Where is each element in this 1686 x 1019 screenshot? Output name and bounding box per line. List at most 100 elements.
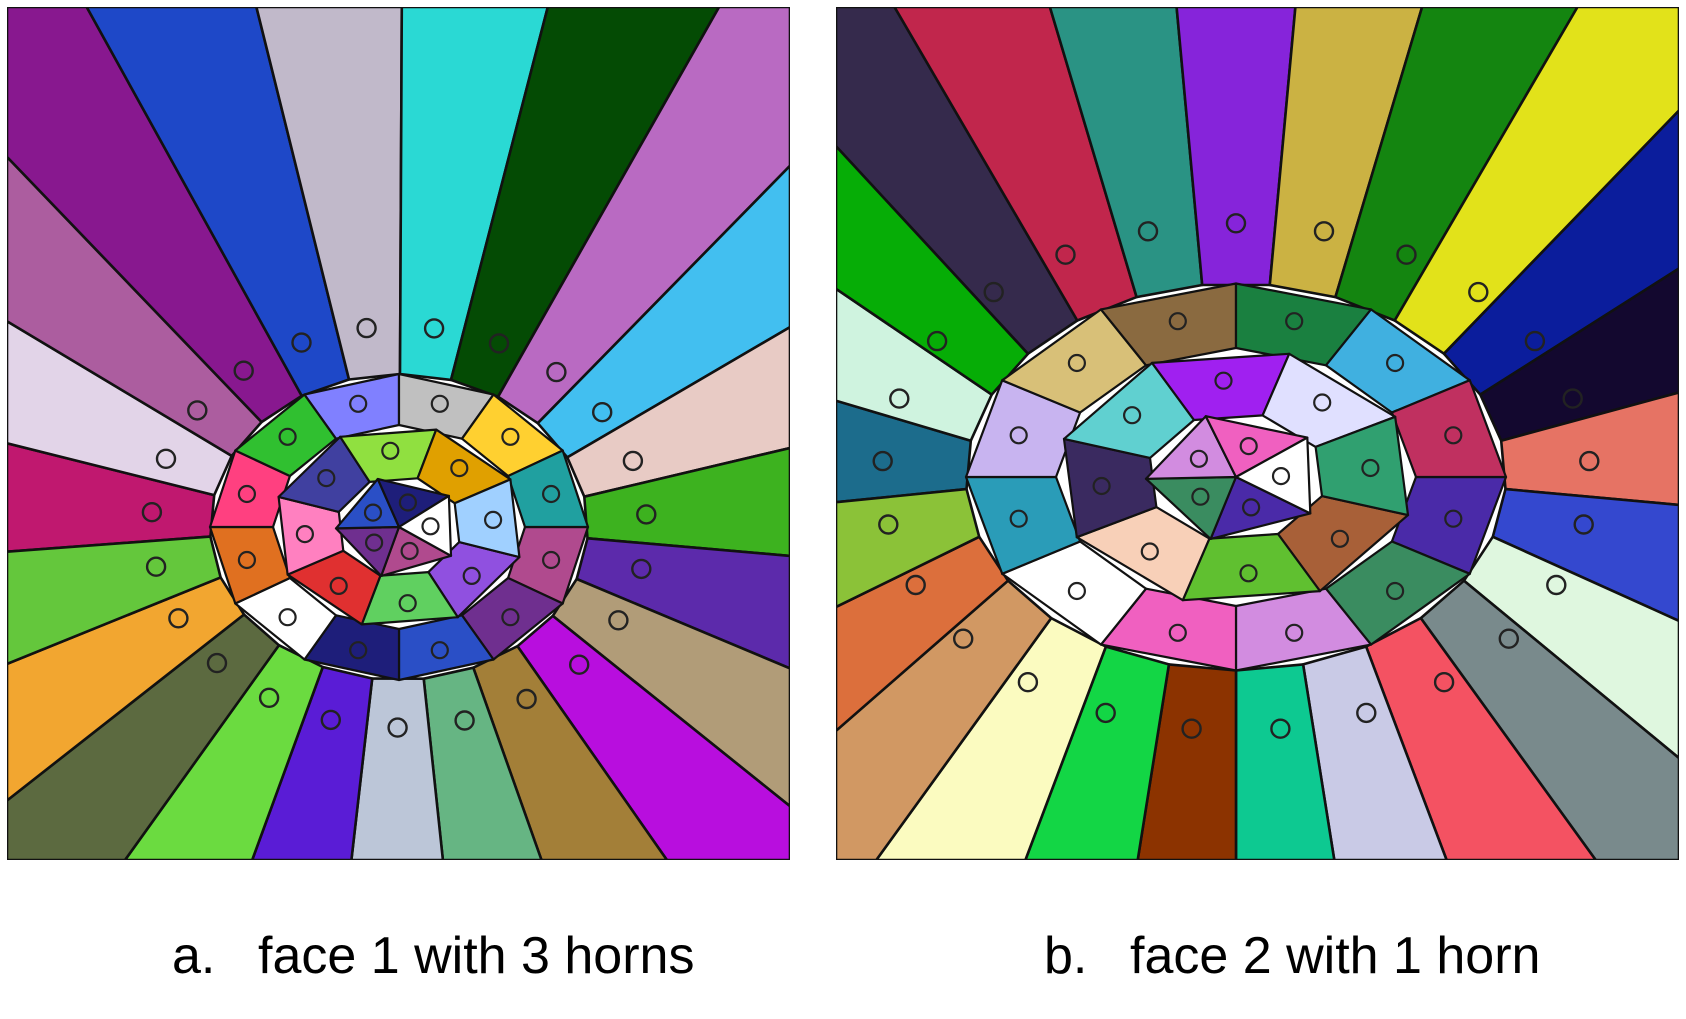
site-marker-b <box>1444 509 1463 528</box>
site-marker-b <box>1271 467 1291 486</box>
site-marker-b <box>1579 450 1600 472</box>
voronoi-ray-region-b <box>893 7 1138 322</box>
site-marker-b <box>1092 476 1111 496</box>
voronoi-ray-region-a <box>85 7 351 398</box>
site-marker-b <box>1123 406 1142 425</box>
site-marker-a <box>398 493 417 512</box>
site-marker-b <box>1189 449 1208 468</box>
caption-b: b. face 2 with 1 horn <box>1044 930 1540 982</box>
site-marker-b <box>1140 542 1159 561</box>
site-marker-b <box>1239 437 1258 456</box>
site-marker-a <box>349 394 368 413</box>
site-marker-b <box>878 514 899 535</box>
voronoi-ray-region-b <box>836 535 1010 733</box>
site-marker-b <box>1168 623 1187 642</box>
panel-b-voronoi <box>836 7 1679 860</box>
site-marker-a <box>592 402 613 423</box>
voronoi-ray-region-b <box>1393 7 1679 356</box>
site-marker-a <box>237 550 256 570</box>
voronoi-ray-region-a <box>565 325 790 499</box>
site-marker-b <box>1313 393 1332 412</box>
voronoi-ray-region-b <box>1419 579 1679 860</box>
site-marker-b <box>1137 221 1159 242</box>
site-marker-b <box>1546 574 1567 596</box>
voronoi-ray-region-b <box>836 487 981 609</box>
outer-regions-b <box>836 7 1679 860</box>
site-marker-a <box>400 541 419 561</box>
site-marker-a <box>484 510 503 530</box>
voronoi-ray-region-a <box>123 643 325 860</box>
site-marker-b <box>1067 581 1086 601</box>
voronoi-ray-region-a <box>422 666 543 860</box>
site-marker-a <box>291 332 312 353</box>
voronoi-ray-region-a <box>7 155 263 458</box>
voronoi-ray-region-b <box>1234 663 1336 860</box>
site-marker-b <box>1270 718 1291 739</box>
site-marker-a <box>631 558 652 580</box>
voronoi-cell-a <box>397 494 453 557</box>
voronoi-ray-region-b <box>836 7 1079 356</box>
voronoi-ray-region-a <box>250 665 374 860</box>
site-marker-b <box>1239 564 1258 583</box>
site-marker-b <box>872 450 893 472</box>
site-marker-a <box>295 524 314 544</box>
voronoi-ray-region-b <box>1048 7 1204 299</box>
site-marker-a <box>206 652 228 674</box>
site-marker-b <box>1385 581 1405 601</box>
panel-a-voronoi <box>7 7 790 860</box>
voronoi-ray-region-a <box>7 319 233 497</box>
site-marker-a <box>423 318 445 339</box>
voronoi-ray-region-b <box>836 144 1030 396</box>
site-marker-a <box>430 641 449 660</box>
voronoi-ray-region-a <box>7 613 281 860</box>
voronoi-ray-region-b <box>1024 645 1171 860</box>
site-marker-a <box>317 469 336 488</box>
site-marker-a <box>430 394 449 413</box>
site-marker-a <box>237 484 256 504</box>
site-marker-a <box>541 550 561 570</box>
voronoi-ray-region-a <box>7 535 222 666</box>
site-marker-b <box>983 281 1004 303</box>
voronoi-ray-region-b <box>1268 7 1424 299</box>
site-marker-a <box>421 517 440 536</box>
site-marker-a <box>329 576 348 596</box>
voronoi-ray-region-b <box>1478 267 1679 443</box>
site-marker-b <box>1191 487 1210 506</box>
voronoi-diagram-b <box>836 7 1679 860</box>
site-marker-a <box>278 608 297 627</box>
voronoi-ray-region-a <box>7 7 304 424</box>
outer-regions-a <box>7 7 790 860</box>
voronoi-ray-region-a <box>496 7 790 425</box>
site-marker-b <box>1181 718 1202 739</box>
site-marker-a <box>488 333 510 354</box>
site-marker-b <box>1242 498 1261 517</box>
site-marker-b <box>1225 213 1247 234</box>
site-marker-b <box>1498 628 1519 649</box>
site-marker-a <box>501 608 520 627</box>
site-marker-a <box>381 441 400 460</box>
site-marker-b <box>1017 672 1039 693</box>
site-marker-b <box>1285 312 1304 331</box>
site-marker-b <box>1524 330 1546 352</box>
voronoi-ray-region-b <box>1491 487 1679 623</box>
caption-a-letter: a. <box>172 927 216 985</box>
site-marker-a <box>569 654 590 675</box>
site-marker-a <box>608 610 629 631</box>
site-marker-b <box>1285 623 1304 642</box>
site-marker-a <box>541 484 561 504</box>
caption-a-text: face 1 with 3 horns <box>258 927 695 985</box>
site-marker-b <box>1433 672 1455 693</box>
site-marker-a <box>462 566 481 586</box>
site-marker-b <box>1313 221 1335 242</box>
site-marker-b <box>889 388 910 409</box>
voronoi-ray-region-b <box>836 287 993 443</box>
voronoi-ray-region-b <box>1364 616 1598 860</box>
site-marker-b <box>1573 514 1594 535</box>
caption-b-letter: b. <box>1044 927 1088 985</box>
site-marker-a <box>363 503 383 522</box>
voronoi-diagram-a <box>7 7 790 860</box>
site-marker-b <box>1214 371 1233 390</box>
site-marker-b <box>1330 529 1349 548</box>
site-marker-a <box>516 688 537 710</box>
site-marker-a <box>365 533 384 552</box>
